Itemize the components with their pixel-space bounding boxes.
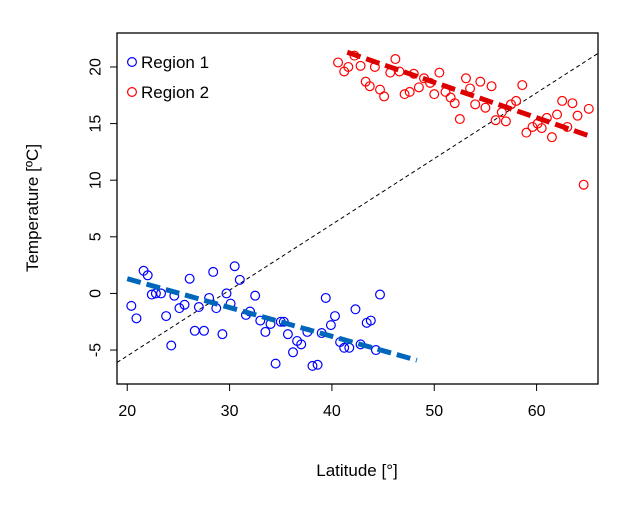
data-point-region-2 (552, 109, 563, 120)
trend-lines-group (126, 49, 594, 363)
data-point-region-1 (208, 266, 219, 277)
data-point-region-1 (270, 358, 281, 369)
data-point-region-1 (288, 347, 299, 358)
y-axis-title: Temperature [ºC] (23, 144, 42, 272)
data-point-region-1 (166, 340, 177, 351)
data-point-region-2 (343, 61, 354, 72)
legend-entry-region-1: Region 1 (126, 53, 209, 72)
x-tick-label: 50 (425, 403, 443, 420)
data-point-region-1 (179, 299, 190, 310)
x-tick-label: 40 (323, 403, 341, 420)
data-point-region-1 (282, 329, 293, 340)
data-point-region-2 (517, 80, 528, 91)
data-point-region-1 (312, 359, 323, 370)
data-point-region-2 (490, 115, 501, 126)
data-point-region-1 (198, 325, 209, 336)
data-point-region-2 (470, 99, 481, 110)
data-point-region-2 (500, 116, 511, 127)
data-point-region-2 (511, 95, 522, 106)
data-point-region-2 (429, 89, 440, 100)
data-point-region-2 (480, 102, 491, 113)
legend-label-region-1: Region 1 (141, 53, 209, 72)
x-tick-label: 20 (118, 403, 136, 420)
data-point-region-1 (296, 339, 307, 350)
data-point-region-2 (404, 86, 415, 97)
y-tick-label: 20 (88, 58, 105, 76)
data-point-region-1 (329, 311, 340, 322)
data-point-region-2 (557, 95, 568, 106)
x-tick-label: 30 (221, 403, 239, 420)
data-point-region-1 (126, 300, 137, 311)
data-point-region-1 (221, 288, 232, 299)
data-point-region-1 (234, 274, 245, 285)
legend-marker-region-1 (126, 56, 137, 67)
legend: Region 1 Region 2 (126, 53, 209, 102)
data-point-region-2 (583, 103, 594, 114)
plot-area (117, 49, 598, 371)
data-point-region-1 (344, 342, 355, 353)
x-axis: 20 30 40 50 60 (118, 383, 546, 420)
data-point-region-2 (454, 114, 465, 125)
y-tick-label: 10 (88, 171, 105, 189)
data-point-region-1 (255, 315, 266, 326)
data-point-region-1 (184, 273, 195, 284)
data-point-region-2 (572, 110, 583, 121)
data-point-region-2 (394, 66, 405, 77)
data-point-region-1 (307, 360, 318, 371)
data-point-region-2 (486, 81, 497, 92)
data-point-region-1 (375, 289, 386, 300)
y-tick-label: -5 (88, 343, 105, 357)
data-point-region-2 (449, 98, 460, 109)
data-point-region-2 (546, 132, 557, 143)
data-point-region-2 (399, 89, 410, 100)
data-point-region-2 (567, 98, 578, 109)
data-point-region-2 (475, 76, 486, 87)
data-point-region-1 (325, 320, 336, 331)
data-point-region-1 (142, 270, 153, 281)
data-point-region-2 (536, 123, 547, 134)
y-tick-label: 5 (88, 232, 105, 241)
data-point-region-1 (320, 292, 331, 303)
legend-entry-region-2: Region 2 (126, 83, 209, 102)
data-point-region-2 (460, 73, 471, 84)
data-point-region-1 (161, 311, 172, 322)
data-point-region-1 (350, 304, 361, 315)
data-point-region-1 (131, 313, 142, 324)
legend-marker-region-2 (126, 86, 137, 97)
y-axis: -5 0 5 10 15 20 (88, 58, 118, 357)
data-point-region-2 (355, 60, 366, 71)
legend-label-region-2: Region 2 (141, 83, 209, 102)
data-point-region-1 (229, 261, 240, 272)
data-point-region-2 (434, 67, 445, 78)
points-group (126, 50, 594, 371)
data-point-region-2 (364, 81, 375, 92)
x-axis-title: Latitude [°] (316, 461, 397, 480)
trend-line-region-1 (126, 276, 418, 363)
data-point-region-1 (250, 290, 261, 301)
data-point-region-2 (521, 127, 532, 138)
data-point-region-1 (156, 288, 167, 299)
trend-line-region-2 (346, 49, 594, 140)
data-point-region-2 (578, 179, 589, 190)
data-point-region-2 (333, 57, 344, 68)
y-tick-label: 15 (88, 115, 105, 133)
x-tick-label: 60 (528, 403, 546, 420)
y-tick-label: 0 (88, 289, 105, 298)
data-point-region-2 (379, 91, 390, 102)
data-point-region-1 (217, 329, 228, 340)
data-point-region-1 (339, 342, 350, 353)
data-point-region-1 (174, 303, 185, 314)
data-point-region-1 (365, 315, 376, 326)
data-point-region-1 (189, 325, 200, 336)
data-point-region-1 (193, 302, 204, 313)
data-point-region-2 (413, 82, 424, 93)
data-point-region-1 (260, 326, 271, 337)
data-point-region-2 (390, 54, 401, 65)
